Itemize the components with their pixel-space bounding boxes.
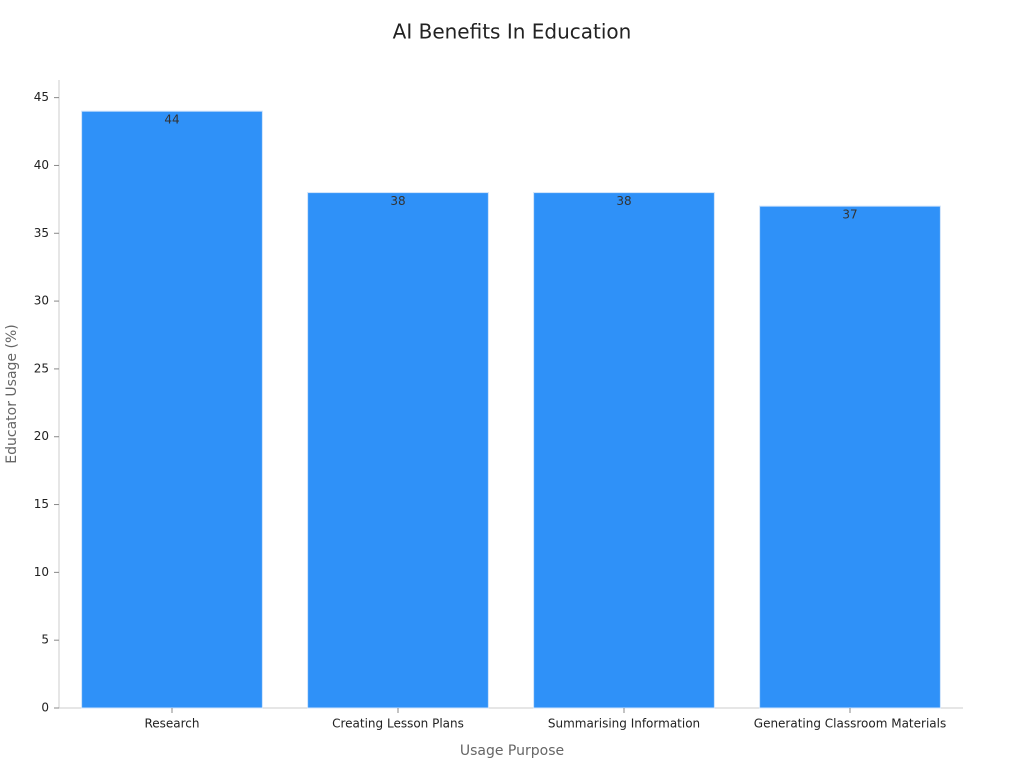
y-tick-label: 40 [34,158,49,172]
y-tick-label: 15 [34,497,49,511]
bar [533,192,715,709]
x-tick-label: Creating Lesson Plans [332,717,464,731]
data-label: 38 [390,194,405,208]
y-tick-label: 5 [41,633,49,647]
y-tick-label: 35 [34,226,49,240]
data-label: 38 [616,194,631,208]
x-tick-label: Research [144,717,199,731]
bar [81,110,263,709]
y-tick-label: 20 [34,429,49,443]
y-axis-label: Educator Usage (%) [4,324,20,463]
y-tick-label: 45 [34,90,49,104]
y-tick-label: 10 [34,565,49,579]
x-tick-label: Summarising Information [548,717,700,731]
bar [759,205,941,709]
data-label: 44 [164,113,179,127]
y-tick-label: 30 [34,294,49,308]
data-label: 37 [842,208,857,222]
bar [307,192,489,709]
chart-title: AI Benefits In Education [393,20,632,44]
x-tick-label: Generating Classroom Materials [754,717,946,731]
y-tick-label: 25 [34,361,49,375]
y-tick-label: 0 [41,701,49,715]
x-axis-label: Usage Purpose [460,743,564,759]
